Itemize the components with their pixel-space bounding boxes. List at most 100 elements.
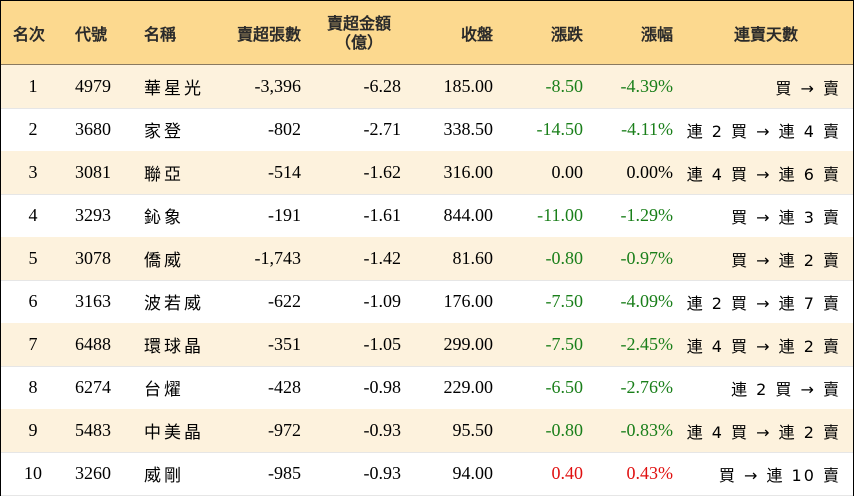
- header-close: 收盤: [460, 24, 493, 44]
- change-cell: -7.50: [545, 291, 584, 311]
- amount-cell: -1.09: [363, 291, 402, 311]
- code-cell: 6488: [75, 334, 111, 354]
- change-cell: -8.50: [545, 76, 584, 96]
- header-sell-amount-label: 賣超金額: [326, 13, 391, 33]
- volume-cell: -622: [268, 291, 301, 311]
- streak-cell: 連 2 買 → 連 4 賣: [686, 121, 841, 141]
- name-cell: 波若威: [144, 294, 204, 314]
- volume-cell: -514: [268, 162, 301, 182]
- volume-cell: -428: [268, 377, 301, 397]
- close-cell: 229.00: [443, 377, 494, 397]
- header-sell-volume: 賣超張數: [236, 24, 301, 44]
- change-cell: 0.40: [551, 463, 584, 483]
- amount-cell: -6.28: [363, 76, 402, 96]
- streak-cell: 買 → 賣: [775, 78, 841, 98]
- code-cell: 6274: [75, 377, 111, 397]
- pct-cell: -2.76%: [620, 377, 674, 397]
- change-cell: 0.00: [551, 162, 584, 182]
- close-cell: 338.50: [443, 119, 494, 139]
- streak-cell: 連 4 買 → 連 2 賣: [686, 422, 841, 442]
- amount-cell: -1.61: [363, 205, 402, 225]
- name-cell: 華星光: [144, 79, 204, 99]
- close-cell: 95.50: [452, 420, 494, 440]
- rank-cell: 10: [24, 463, 42, 483]
- header-code: 代號: [75, 24, 108, 44]
- change-cell: -7.50: [545, 334, 584, 354]
- close-cell: 185.00: [443, 76, 494, 96]
- streak-cell: 連 4 買 → 連 2 賣: [686, 336, 841, 356]
- streak-cell: 連 2 買 → 賣: [731, 379, 841, 399]
- rank-cell: 8: [28, 377, 38, 397]
- name-cell: 僑威: [144, 251, 184, 271]
- close-cell: 316.00: [443, 162, 494, 182]
- change-cell: -11.00: [537, 205, 583, 225]
- name-cell: 環球晶: [144, 337, 204, 357]
- amount-cell: -1.05: [363, 334, 402, 354]
- code-cell: 3078: [75, 248, 111, 268]
- pct-cell: -4.11%: [621, 119, 673, 139]
- name-cell: 威剛: [144, 466, 184, 486]
- table-row: 6 3163 波若威 -622 -1.09 176.00 -7.50 -4.09% 連 2 買 …: [1, 280, 853, 324]
- amount-cell: -1.62: [363, 162, 402, 182]
- volume-cell: -1,743: [254, 248, 302, 268]
- pct-cell: 0.43%: [626, 463, 674, 483]
- pct-cell: -4.09%: [620, 291, 674, 311]
- header-pct: 漲幅: [640, 24, 673, 44]
- table-header: 名次 代號 名稱 賣超張數 賣超金額 （億） 收盤 漲跌 漲幅 連賣天數: [1, 1, 853, 65]
- volume-cell: -351: [268, 334, 301, 354]
- close-cell: 844.00: [443, 205, 494, 225]
- rank-cell: 5: [28, 248, 38, 268]
- change-cell: -0.80: [545, 420, 584, 440]
- code-cell: 3081: [75, 162, 111, 182]
- rank-cell: 7: [28, 334, 38, 354]
- streak-cell: 連 4 買 → 連 6 賣: [686, 164, 841, 184]
- name-cell: 鈊象: [144, 208, 184, 228]
- volume-cell: -802: [268, 119, 301, 139]
- streak-cell: 買 → 連 2 賣: [731, 250, 841, 270]
- amount-cell: -2.71: [363, 119, 402, 139]
- code-cell: 3163: [75, 291, 111, 311]
- amount-cell: -0.93: [363, 463, 402, 483]
- close-cell: 81.60: [452, 248, 494, 268]
- code-cell: 3680: [75, 119, 111, 139]
- change-cell: -6.50: [545, 377, 584, 397]
- table-row: 7 6488 環球晶 -351 -1.05 299.00 -7.50 -2.45% 連 4 買 …: [1, 323, 853, 367]
- table-row: 1 4979 華星光 -3,396 -6.28 185.00 -8.50 -4.39% 買 → …: [1, 65, 853, 109]
- volume-cell: -3,396: [254, 76, 302, 96]
- amount-cell: -0.98: [363, 377, 402, 397]
- header-streak: 連賣天數: [733, 24, 798, 44]
- name-cell: 台燿: [144, 380, 184, 400]
- code-cell: 5483: [75, 420, 111, 440]
- amount-cell: -1.42: [363, 248, 402, 268]
- table-row: 4 3293 鈊象 -191 -1.61 844.00 -11.00 -1.29% 買 → 連 …: [1, 194, 853, 238]
- header-sell-amount: 賣超金額 （億）: [316, 1, 402, 64]
- pct-cell: -0.83%: [620, 420, 674, 440]
- close-cell: 176.00: [443, 291, 494, 311]
- pct-cell: -4.39%: [620, 76, 674, 96]
- close-cell: 299.00: [443, 334, 494, 354]
- streak-cell: 連 2 買 → 連 7 賣: [686, 293, 841, 313]
- name-cell: 家登: [144, 122, 184, 142]
- streak-cell: 買 → 連 3 賣: [731, 207, 841, 227]
- table-row: 10 3260 威剛 -985 -0.93 94.00 0.40 0.43% 買 → 連 10 …: [1, 452, 853, 496]
- volume-cell: -972: [268, 420, 301, 440]
- table-row: 2 3680 家登 -802 -2.71 338.50 -14.50 -4.11% 連 2 買 …: [1, 108, 853, 152]
- name-cell: 聯亞: [144, 165, 184, 185]
- volume-cell: -985: [268, 463, 301, 483]
- table-row: 8 6274 台燿 -428 -0.98 229.00 -6.50 -2.76% 連 2 買 →…: [1, 366, 853, 410]
- code-cell: 3293: [75, 205, 111, 225]
- rank-cell: 9: [28, 420, 38, 440]
- table-row: 3 3081 聯亞 -514 -1.62 316.00 0.00 0.00% 連 4 買 → 連…: [1, 151, 853, 195]
- pct-cell: -0.97%: [620, 248, 674, 268]
- rank-cell: 6: [28, 291, 38, 311]
- rank-cell: 4: [28, 205, 38, 225]
- code-cell: 4979: [75, 76, 111, 96]
- change-cell: -0.80: [545, 248, 584, 268]
- change-cell: -14.50: [536, 119, 584, 139]
- streak-cell: 買 → 連 10 賣: [718, 465, 841, 485]
- rank-cell: 1: [28, 76, 38, 96]
- header-rank: 名次: [13, 24, 46, 44]
- close-cell: 94.00: [452, 463, 494, 483]
- pct-cell: -1.29%: [620, 205, 674, 225]
